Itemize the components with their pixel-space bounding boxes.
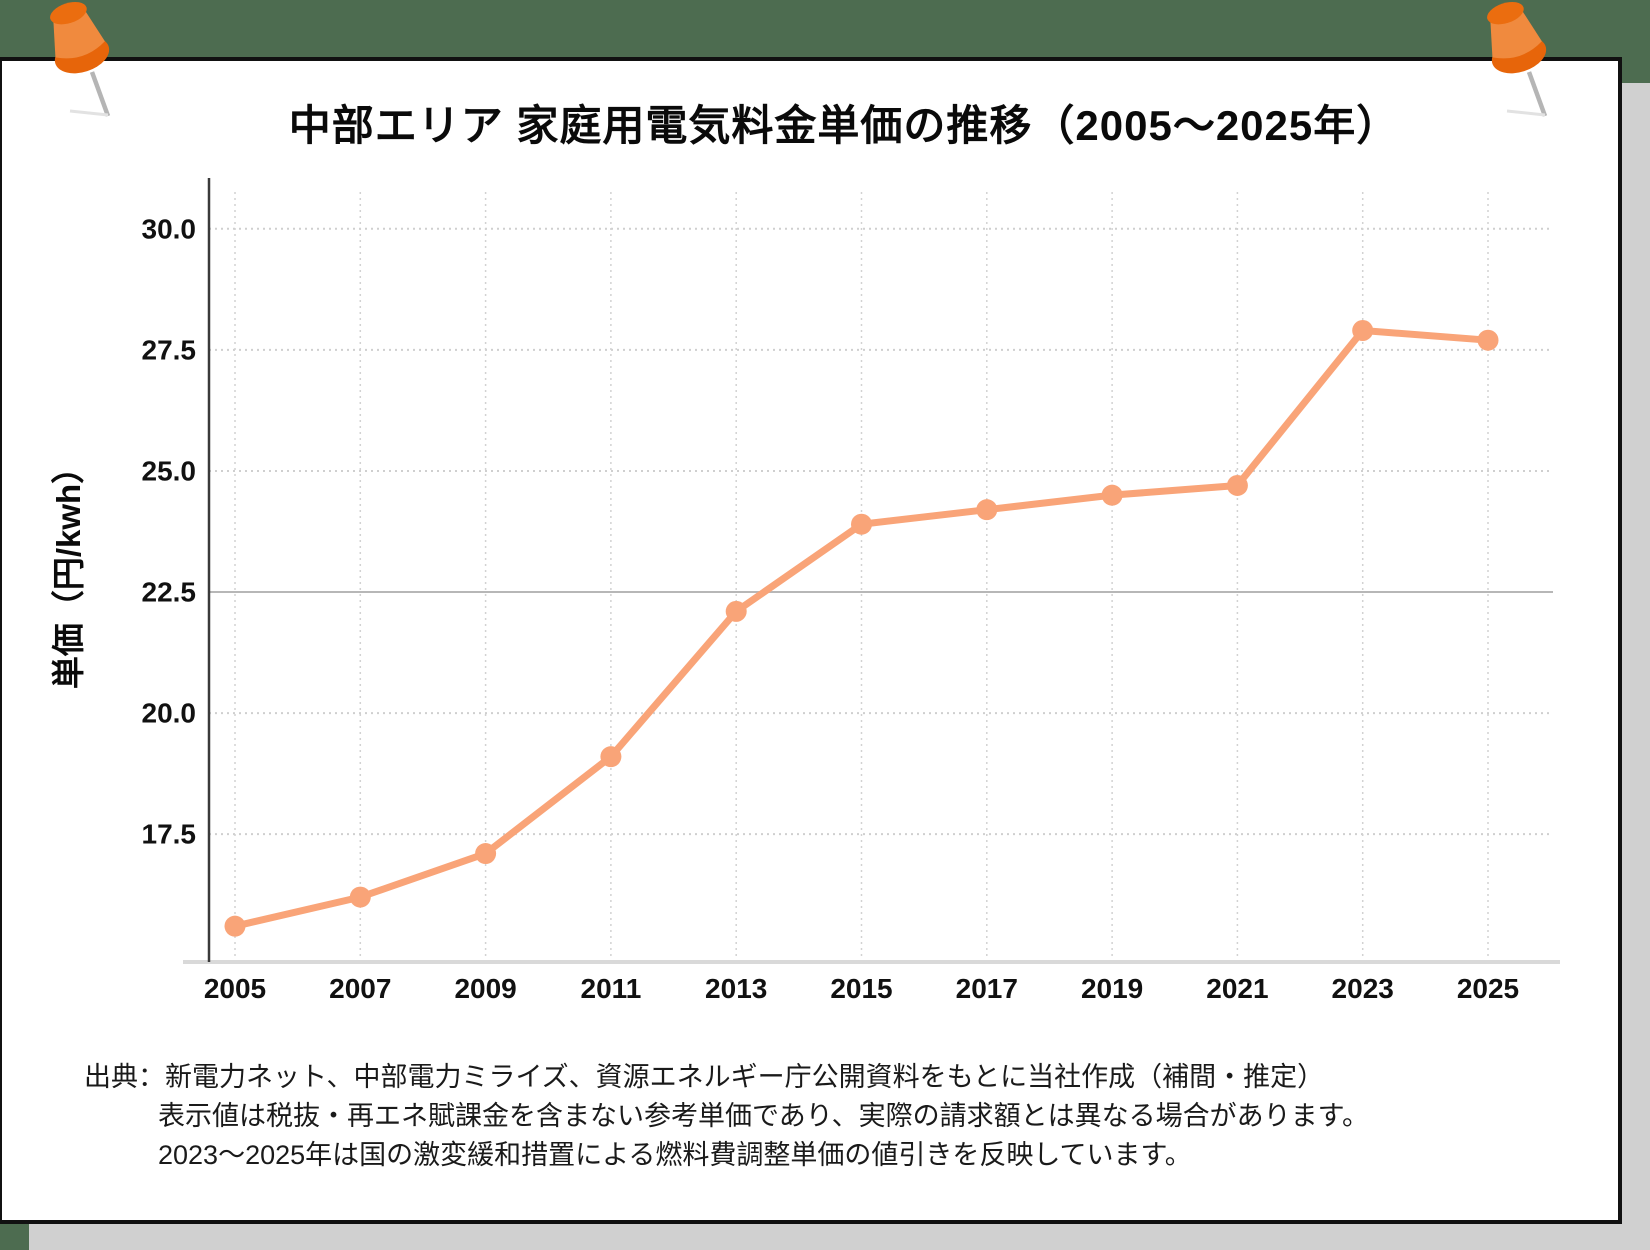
pushpin-cap xyxy=(50,1,87,25)
y-tick-labels: 17.5 20.0 22.5 25.0 27.5 30.0 xyxy=(142,213,197,849)
data-point-marker xyxy=(1352,320,1374,342)
note-card xyxy=(0,57,1622,1224)
pushpin-left-icon xyxy=(50,1,111,117)
data-point-marker xyxy=(224,915,246,937)
x-tick-label: 2023 xyxy=(1332,973,1394,1004)
x-tick-label: 2009 xyxy=(454,973,516,1004)
y-tick-label: 22.5 xyxy=(142,577,197,608)
x-tick-label: 2013 xyxy=(705,973,767,1004)
source-notes: 出典：新電力ネット、中部電力ミライズ、資源エネルギー庁公開資料をもとに当社作成（… xyxy=(84,1058,1534,1175)
data-point-marker xyxy=(851,513,872,535)
data-point-marker xyxy=(600,746,622,768)
x-tick-label: 2019 xyxy=(1081,973,1143,1004)
data-series xyxy=(224,320,1499,937)
x-tick-label: 2011 xyxy=(581,973,642,1004)
note-line: 表示値は税抜・再エネ賦課金を含まない参考単価であり、実際の請求額とは異なる場合が… xyxy=(158,1101,1369,1131)
h-gridlines xyxy=(209,227,1553,836)
pushpin-needle-shadow xyxy=(69,109,109,117)
x-tick-label: 2015 xyxy=(830,973,892,1004)
data-point-marker xyxy=(475,843,497,865)
pushpin-right-icon xyxy=(1487,1,1548,117)
v-gridlines xyxy=(234,192,1489,962)
data-point-marker xyxy=(1226,474,1248,496)
y-tick-label: 27.5 xyxy=(142,334,197,365)
y-tick-label: 25.0 xyxy=(142,455,197,486)
data-point-marker xyxy=(1101,484,1123,506)
data-point-marker xyxy=(976,499,998,521)
data-point-marker xyxy=(725,600,747,622)
pushpin-needle xyxy=(1526,71,1548,117)
data-point-marker xyxy=(1477,329,1499,351)
y-tick-label: 20.0 xyxy=(142,698,197,729)
x-tick-label: 2017 xyxy=(956,973,1018,1004)
pushpin-cap xyxy=(1487,1,1524,25)
y-tick-label: 17.5 xyxy=(142,819,197,850)
note-line: 2023～2025年は国の激変緩和措置による燃料費調整単価の値引きを反映していま… xyxy=(158,1140,1192,1170)
y-tick-label: 30.0 xyxy=(142,213,197,244)
source-line: 出典：新電力ネット、中部電力ミライズ、資源エネルギー庁公開資料をもとに当社作成（… xyxy=(84,1062,1325,1092)
pushpin-needle-shadow xyxy=(1506,109,1546,117)
x-tick-label: 2007 xyxy=(329,973,391,1004)
x-tick-label: 2005 xyxy=(204,973,266,1004)
data-point-marker xyxy=(349,886,371,908)
chart-title: 中部エリア 家庭用電気料金単価の推移（2005～2025年） xyxy=(288,102,1400,149)
y-axis-title: 単価（円/kwh） xyxy=(50,451,87,689)
x-tick-labels: 2005 2007 2009 2011 2013 2015 2017 2019 2021 2023… xyxy=(204,973,1519,1004)
x-tick-label: 2025 xyxy=(1457,973,1519,1004)
x-tick-label: 2021 xyxy=(1206,973,1268,1004)
pushpin-needle xyxy=(89,71,111,117)
